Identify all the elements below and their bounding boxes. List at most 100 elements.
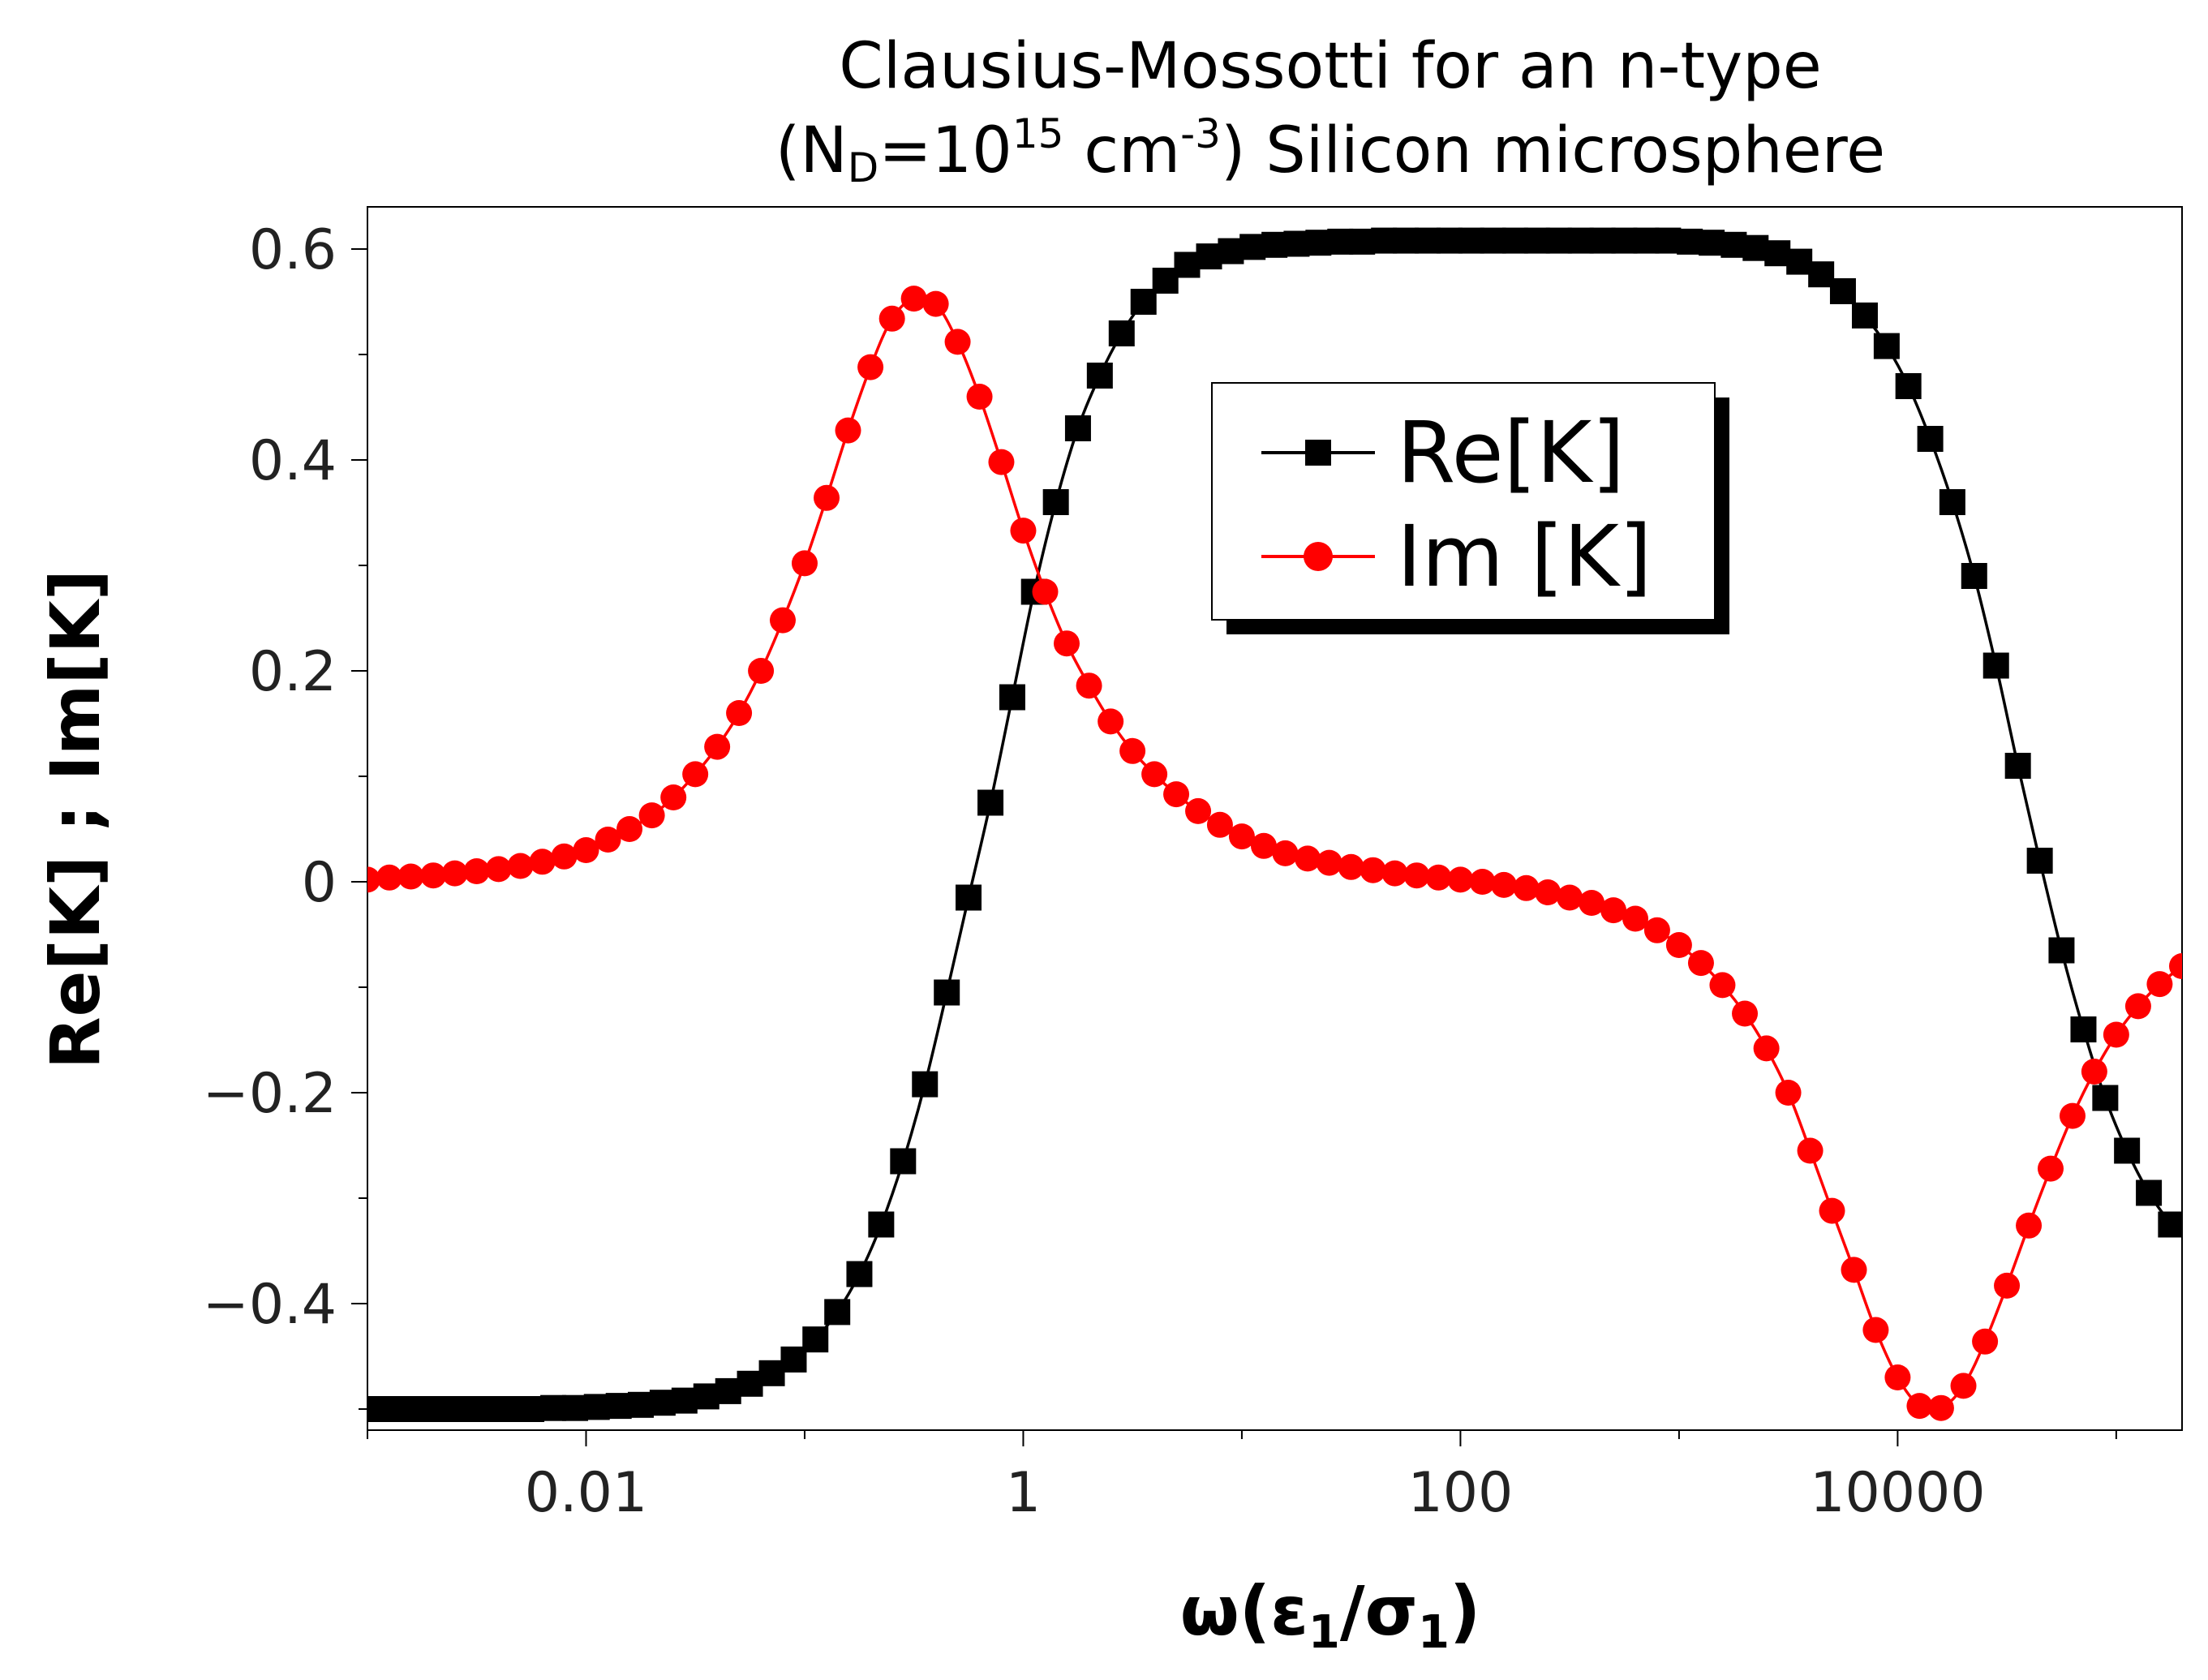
data-point-circle: [1295, 845, 1321, 872]
data-point-circle: [1447, 866, 1474, 893]
data-point-circle: [922, 290, 949, 317]
data-point-circle: [1076, 672, 1102, 699]
data-point-circle: [1469, 869, 1496, 895]
data-point-circle: [1360, 857, 1386, 883]
data-point-circle: [1490, 871, 1517, 898]
data-point-circle: [1032, 578, 1059, 605]
data-point-circle: [529, 849, 556, 875]
data-point-square: [1501, 227, 1528, 254]
data-point-square: [1786, 248, 1813, 275]
axis-ticks: [351, 248, 2117, 1446]
data-point-circle: [726, 700, 753, 726]
data-point-square: [715, 1377, 741, 1404]
data-point-circle: [1972, 1328, 1999, 1355]
data-point-square: [1961, 563, 1987, 589]
data-point-circle: [1600, 897, 1627, 924]
data-point-circle: [1709, 972, 1736, 999]
data-point-circle: [1141, 761, 1168, 788]
data-point-circle: [1884, 1364, 1911, 1390]
data-point-circle: [988, 449, 1015, 475]
chart-title-line1: Clausius-Mossotti for an n-type: [839, 30, 1821, 103]
data-point-square: [2158, 1211, 2182, 1238]
data-point-circle: [660, 784, 687, 810]
data-point-circle: [507, 853, 534, 879]
data-point-circle: [1185, 797, 1212, 824]
data-point-square: [1371, 227, 1398, 254]
data-point-square: [1742, 234, 1769, 261]
data-point-circle: [966, 384, 993, 410]
data-point-circle: [1622, 905, 1649, 932]
data-point-square: [1808, 261, 1835, 288]
data-point-circle: [1272, 840, 1299, 866]
data-point-square: [1699, 230, 1725, 256]
data-point-square: [1523, 227, 1550, 254]
data-point-circle: [2103, 1021, 2129, 1048]
data-point-circle: [682, 761, 709, 788]
data-point-square: [431, 1396, 457, 1422]
data-point-circle: [814, 484, 840, 511]
series-layer: [367, 227, 2182, 1422]
data-point-square: [2092, 1085, 2119, 1111]
data-point-circle: [2081, 1059, 2107, 1085]
data-point-square: [1655, 227, 1682, 254]
data-point-square: [475, 1396, 501, 1422]
data-point-circle: [1665, 932, 1692, 958]
data-point-square: [496, 1396, 523, 1422]
data-point-circle: [1513, 874, 1540, 901]
data-point-circle: [1316, 849, 1342, 876]
data-point-square: [1086, 363, 1113, 389]
data-point-square: [671, 1387, 698, 1414]
data-point-square: [1261, 231, 1288, 258]
data-point-circle: [704, 733, 731, 760]
data-point-square: [409, 1396, 436, 1422]
data-point-square: [1130, 289, 1157, 315]
data-point-circle: [1862, 1317, 1889, 1343]
data-point-circle: [1950, 1373, 1977, 1399]
data-point-square: [890, 1148, 917, 1175]
data-point-square: [561, 1394, 588, 1421]
data-point-square: [1436, 227, 1463, 254]
data-point-square: [737, 1370, 763, 1397]
series-re: [367, 227, 2182, 1422]
data-point-square: [1415, 227, 1441, 254]
legend: Re[K] Im [K]: [1211, 382, 1729, 634]
data-point-circle: [1119, 737, 1146, 764]
data-point-circle: [1687, 950, 1714, 977]
data-point-square: [1720, 231, 1747, 258]
data-point-square: [1939, 489, 1965, 515]
x-tick-label: 1: [1006, 1461, 1041, 1525]
data-point-square: [1239, 234, 1266, 260]
data-point-square: [2026, 848, 2053, 874]
x-tick-label: 10000: [1810, 1461, 1985, 1525]
data-point-circle: [420, 862, 447, 889]
legend-square-marker: [1305, 440, 1331, 466]
data-point-circle: [791, 550, 818, 577]
data-point-square: [1458, 227, 1484, 254]
data-point-circle: [769, 607, 796, 634]
data-point-square: [977, 789, 1004, 816]
data-point-circle: [463, 858, 490, 884]
data-point-square: [934, 979, 960, 1006]
data-point-circle: [1098, 708, 1124, 735]
y-tick-label: 0.2: [249, 640, 337, 704]
y-tick-label: 0: [302, 851, 337, 915]
y-tick-label: 0.6: [249, 218, 337, 282]
data-point-square: [583, 1394, 610, 1420]
data-point-square: [605, 1393, 632, 1420]
data-point-circle: [1557, 884, 1583, 911]
data-point-square: [1152, 268, 1179, 294]
data-point-square: [2070, 1016, 2097, 1042]
data-point-square: [1108, 320, 1135, 346]
data-point-circle: [1425, 864, 1452, 891]
data-point-circle: [1381, 860, 1408, 887]
data-point-circle: [878, 305, 905, 332]
data-point-circle: [1403, 862, 1430, 889]
data-point-square: [1392, 227, 1419, 254]
data-point-square: [1174, 251, 1201, 278]
plot-frame: [367, 206, 2183, 1431]
data-point-square: [1545, 227, 1572, 254]
data-point-square: [693, 1383, 720, 1410]
data-point-circle: [748, 658, 775, 684]
data-point-square: [868, 1211, 895, 1238]
